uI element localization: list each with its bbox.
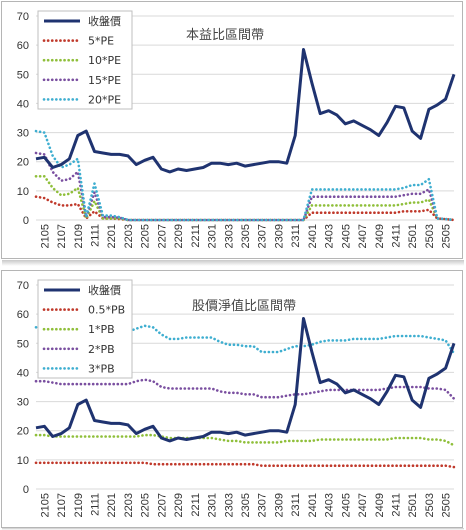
y-tick-label: 70 [17,11,29,23]
series-line-band-2 [34,175,456,223]
legend-label: 收盤價 [88,283,121,297]
x-tick-label: 2105 [39,493,51,517]
x-tick-label: 2407 [357,493,369,517]
x-tick-label: 2305 [240,224,252,248]
x-tick-label: 2405 [340,224,352,248]
x-tick-label: 2309 [273,493,285,517]
legend [37,279,133,379]
y-tick-label: 30 [17,128,29,140]
legend-label: 3*PB [88,362,115,375]
x-tick-label: 2301 [207,224,219,248]
legend-label: 0.5*PB [88,304,125,317]
x-tick-label: 2203 [123,224,135,248]
pe-band-chart: 本益比區間帶 0 10 20 30 40 50 60 70 2105 2107 2109 2111 22… [17,10,456,248]
x-tick-label: 2403 [324,493,336,517]
y-tick-label: 20 [17,426,29,438]
x-tick-label: 2311 [290,224,302,248]
x-tick-label: 2501 [407,493,419,517]
y-tick-label: 40 [17,98,29,110]
series-line-band-3 [34,378,456,400]
legend-label: 10*PE [88,54,121,67]
y-tick-label: 70 [17,280,29,292]
x-tick-label: 2401 [307,493,319,517]
pb-band-chart: 股價淨值比區間帶 0 10 20 30 40 50 60 70 2105 2107 2109 2111… [17,279,456,517]
x-tick-label: 2309 [273,224,285,248]
x-tick-label: 2409 [374,493,386,517]
x-tick-label: 2505 [441,224,453,248]
legend-label: 1*PB [88,323,115,336]
y-tick-label: 10 [17,186,29,198]
y-tick-label: 0 [23,484,29,496]
x-tick-label: 2301 [207,493,219,517]
x-tick-label: 2401 [307,224,319,248]
x-tick-label: 2505 [441,493,453,517]
x-tick-label: 2405 [340,493,352,517]
x-tick-label: 2105 [39,224,51,248]
x-tick-label: 2201 [106,493,118,517]
panel-shadow [2,528,464,530]
x-tick-label: 2409 [374,224,386,248]
pb-band-chart-panel: 股價淨值比區間帶 0 10 20 30 40 50 60 70 2105 2107 2109 2111… [1,270,463,528]
x-tick-label: 2207 [156,493,168,517]
y-tick-label: 20 [17,157,29,169]
chart-title: 本益比區間帶 [186,28,264,43]
legend-label: 2*PB [88,343,115,356]
y-tick-label: 30 [17,397,29,409]
x-tick-label: 2303 [223,224,235,248]
x-tick-label: 2411 [390,224,402,248]
y-tick-label: 60 [17,40,29,52]
chart-title: 股價淨值比區間帶 [192,298,296,314]
x-tick-label: 2403 [324,224,336,248]
x-tick-label: 2211 [190,493,202,517]
x-tick-label: 2209 [173,493,185,517]
pe-band-chart-panel: 本益比區間帶 0 10 20 30 40 50 60 70 2105 2107 2109 2111 22… [1,1,463,259]
x-tick-label: 2303 [223,493,235,517]
x-tick-label: 2201 [106,224,118,248]
x-tick-label: 2307 [257,493,269,517]
x-tick-label: 2209 [173,224,185,248]
y-tick-label: 60 [17,309,29,321]
legend-label: 收盤價 [88,14,121,28]
x-tick-label: 2311 [290,493,302,517]
x-tick-label: 2107 [56,224,68,248]
series-line-band-4 [34,129,456,222]
x-tick-label: 2503 [424,224,436,248]
x-tick-label: 2109 [73,493,85,517]
y-tick-label: 50 [17,338,29,350]
x-tick-label: 2203 [123,493,135,517]
legend-label: 20*PE [88,93,121,106]
x-tick-label: 2111 [90,224,102,247]
x-tick-label: 2107 [56,493,68,517]
y-tick-label: 50 [17,69,29,81]
x-tick-label: 2211 [190,224,202,248]
y-tick-label: 0 [23,215,29,227]
series-line-band-2 [34,433,456,447]
x-tick-label: 2207 [156,224,168,248]
legend [37,10,133,110]
x-tick-label: 2411 [390,493,402,517]
series-line-band-1 [34,461,456,469]
x-tick-label: 2205 [140,493,152,517]
series-line-close [35,48,456,174]
legend-label: 5*PE [88,35,114,48]
x-tick-label: 2305 [240,493,252,517]
x-tick-label: 2501 [407,224,419,248]
series-line-band-3 [34,151,456,223]
y-tick-label: 40 [17,367,29,379]
x-tick-label: 2111 [90,493,102,516]
x-tick-label: 2503 [424,493,436,517]
legend-label: 15*PE [88,74,121,87]
x-tick-label: 2407 [357,224,369,248]
series-line-close [35,317,456,443]
panel-shadow [2,260,464,266]
x-tick-label: 2307 [257,224,269,248]
x-tick-label: 2109 [73,224,85,248]
y-tick-label: 10 [17,455,29,467]
x-tick-label: 2205 [140,224,152,248]
